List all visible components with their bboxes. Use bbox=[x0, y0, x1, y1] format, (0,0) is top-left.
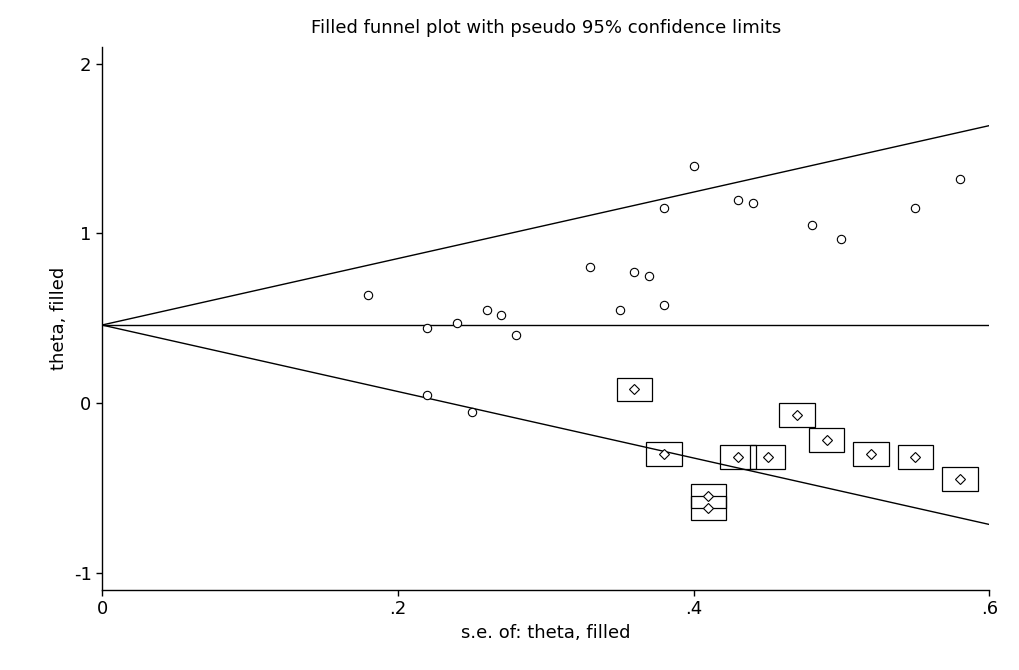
Bar bbox=[808, 429, 844, 452]
Bar bbox=[897, 446, 932, 469]
Y-axis label: theta, filled: theta, filled bbox=[50, 267, 68, 370]
Bar bbox=[853, 442, 888, 466]
X-axis label: s.e. of: theta, filled: s.e. of: theta, filled bbox=[461, 624, 630, 642]
Bar bbox=[942, 468, 976, 491]
Bar bbox=[719, 446, 755, 469]
Bar bbox=[690, 484, 726, 509]
Bar bbox=[646, 442, 681, 466]
Bar bbox=[779, 403, 814, 427]
Bar bbox=[690, 496, 726, 520]
Bar bbox=[616, 378, 651, 401]
Bar bbox=[749, 446, 785, 469]
Title: Filled funnel plot with pseudo 95% confidence limits: Filled funnel plot with pseudo 95% confi… bbox=[310, 19, 781, 37]
